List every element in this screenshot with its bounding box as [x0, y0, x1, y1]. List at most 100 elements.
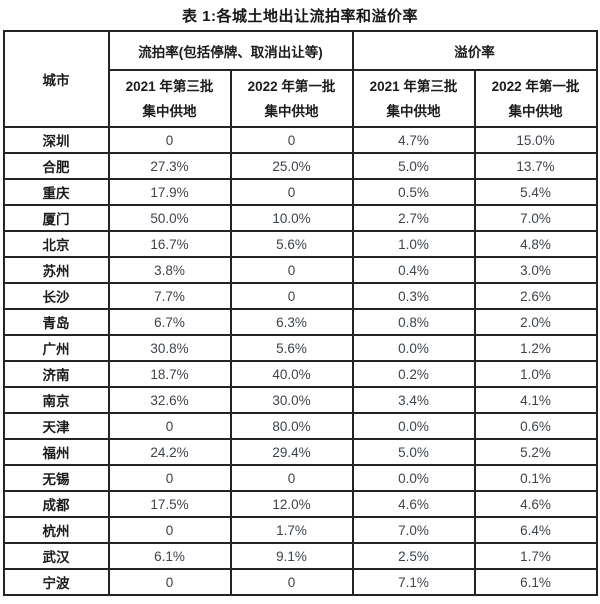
- city-cell: 广州: [2, 334, 110, 362]
- city-cell: 宁波: [2, 568, 110, 596]
- city-cell: 深圳: [2, 126, 110, 154]
- city-cell: 重庆: [2, 178, 110, 206]
- city-cell: 无锡: [2, 464, 110, 492]
- city-cell: 青岛: [2, 308, 110, 336]
- city-cell: 福州: [2, 438, 110, 466]
- value-cell: 0.0%: [351, 334, 476, 362]
- value-cell: 4.1%: [473, 386, 598, 414]
- value-cell: 6.1%: [473, 568, 598, 596]
- table-row: 青岛 6.7% 6.3% 0.8% 2.0%: [2, 308, 598, 336]
- value-cell: 3.4%: [351, 386, 476, 414]
- table-row: 广州 30.8% 5.6% 0.0% 1.2%: [2, 334, 598, 362]
- value-cell: 32.6%: [107, 386, 232, 414]
- subcolumn-header-premium-2021-batch3: 2021 年第三批 集中供地: [351, 69, 476, 128]
- value-cell: 0.0%: [351, 464, 476, 492]
- value-cell: 0: [107, 516, 232, 544]
- land-auction-table: 城市 流拍率(包括停牌、取消出让等) 溢价率 2021 年第三批 集中供地 20…: [2, 30, 598, 596]
- value-cell: 0.2%: [351, 360, 476, 388]
- value-cell: 2.5%: [351, 542, 476, 570]
- value-cell: 0: [107, 464, 232, 492]
- value-cell: 0.6%: [473, 412, 598, 440]
- value-cell: 30.0%: [229, 386, 354, 414]
- value-cell: 4.8%: [473, 230, 598, 258]
- value-cell: 15.0%: [473, 126, 598, 154]
- table-row: 长沙 7.7% 0 0.3% 2.6%: [2, 282, 598, 310]
- table-body: 深圳 0 0 4.7% 15.0% 合肥 27.3% 25.0% 5.0% 13.7% 重庆 17.9…: [2, 126, 598, 596]
- value-cell: 40.0%: [229, 360, 354, 388]
- group-header-row: 城市 流拍率(包括停牌、取消出让等) 溢价率: [2, 30, 598, 128]
- value-cell: 0.5%: [351, 178, 476, 206]
- value-cell: 5.6%: [229, 334, 354, 362]
- value-cell: 4.7%: [351, 126, 476, 154]
- value-cell: 0: [229, 256, 354, 284]
- value-cell: 0: [229, 282, 354, 310]
- city-cell: 成都: [2, 490, 110, 518]
- value-cell: 6.1%: [107, 542, 232, 570]
- value-cell: 0: [107, 126, 232, 154]
- value-cell: 0: [229, 568, 354, 596]
- value-cell: 2.7%: [351, 204, 476, 232]
- value-cell: 0: [107, 568, 232, 596]
- value-cell: 0: [229, 126, 354, 154]
- column-group-premium-rate: 溢价率: [351, 30, 598, 71]
- value-cell: 0: [229, 464, 354, 492]
- city-cell: 北京: [2, 230, 110, 258]
- value-cell: 4.6%: [351, 490, 476, 518]
- value-cell: 6.3%: [229, 308, 354, 336]
- subcolumn-header-failure-2021-batch3: 2021 年第三批 集中供地: [107, 69, 232, 128]
- value-cell: 1.7%: [229, 516, 354, 544]
- city-cell: 合肥: [2, 152, 110, 180]
- table-row: 合肥 27.3% 25.0% 5.0% 13.7%: [2, 152, 598, 180]
- value-cell: 27.3%: [107, 152, 232, 180]
- value-cell: 9.1%: [229, 542, 354, 570]
- value-cell: 1.2%: [473, 334, 598, 362]
- value-cell: 7.1%: [351, 568, 476, 596]
- value-cell: 7.0%: [473, 204, 598, 232]
- city-cell: 济南: [2, 360, 110, 388]
- value-cell: 0: [107, 412, 232, 440]
- value-cell: 3.0%: [473, 256, 598, 284]
- value-cell: 80.0%: [229, 412, 354, 440]
- value-cell: 1.7%: [473, 542, 598, 570]
- column-header-city: 城市: [2, 30, 110, 128]
- city-cell: 天津: [2, 412, 110, 440]
- value-cell: 2.0%: [473, 308, 598, 336]
- value-cell: 5.0%: [351, 438, 476, 466]
- subcolumn-header-premium-2022-batch1: 2022 年第一批 集中供地: [473, 69, 598, 128]
- value-cell: 1.0%: [473, 360, 598, 388]
- city-cell: 苏州: [2, 256, 110, 284]
- table-row: 无锡 0 0 0.0% 0.1%: [2, 464, 598, 492]
- table-title: 表 1:各城土地出让流拍率和溢价率: [181, 8, 418, 25]
- subcolumn-header-failure-2022-batch1: 2022 年第一批 集中供地: [229, 69, 354, 128]
- value-cell: 1.0%: [351, 230, 476, 258]
- value-cell: 17.9%: [107, 178, 232, 206]
- table-row: 杭州 0 1.7% 7.0% 6.4%: [2, 516, 598, 544]
- table-row: 厦门 50.0% 10.0% 2.7% 7.0%: [2, 204, 598, 232]
- city-cell: 长沙: [2, 282, 110, 310]
- city-cell: 武汉: [2, 542, 110, 570]
- value-cell: 17.5%: [107, 490, 232, 518]
- table-row: 南京 32.6% 30.0% 3.4% 4.1%: [2, 386, 598, 414]
- value-cell: 18.7%: [107, 360, 232, 388]
- city-cell: 杭州: [2, 516, 110, 544]
- value-cell: 29.4%: [229, 438, 354, 466]
- value-cell: 0.1%: [473, 464, 598, 492]
- city-cell: 南京: [2, 386, 110, 414]
- table-row: 天津 0 80.0% 0.0% 0.6%: [2, 412, 598, 440]
- value-cell: 2.6%: [473, 282, 598, 310]
- sub-header-row: 2021 年第三批 集中供地 2022 年第一批 集中供地 2021 年第三批 …: [4, 69, 598, 128]
- city-cell: 厦门: [2, 204, 110, 232]
- value-cell: 50.0%: [107, 204, 232, 232]
- table-header: 城市 流拍率(包括停牌、取消出让等) 溢价率 2021 年第三批 集中供地 20…: [2, 30, 598, 128]
- value-cell: 13.7%: [473, 152, 598, 180]
- table-row: 宁波 0 0 7.1% 6.1%: [2, 568, 598, 596]
- value-cell: 16.7%: [107, 230, 232, 258]
- value-cell: 4.6%: [473, 490, 598, 518]
- table-row: 福州 24.2% 29.4% 5.0% 5.2%: [2, 438, 598, 466]
- value-cell: 6.4%: [473, 516, 598, 544]
- table-row: 成都 17.5% 12.0% 4.6% 4.6%: [2, 490, 598, 518]
- value-cell: 7.0%: [351, 516, 476, 544]
- value-cell: 12.0%: [229, 490, 354, 518]
- value-cell: 25.0%: [229, 152, 354, 180]
